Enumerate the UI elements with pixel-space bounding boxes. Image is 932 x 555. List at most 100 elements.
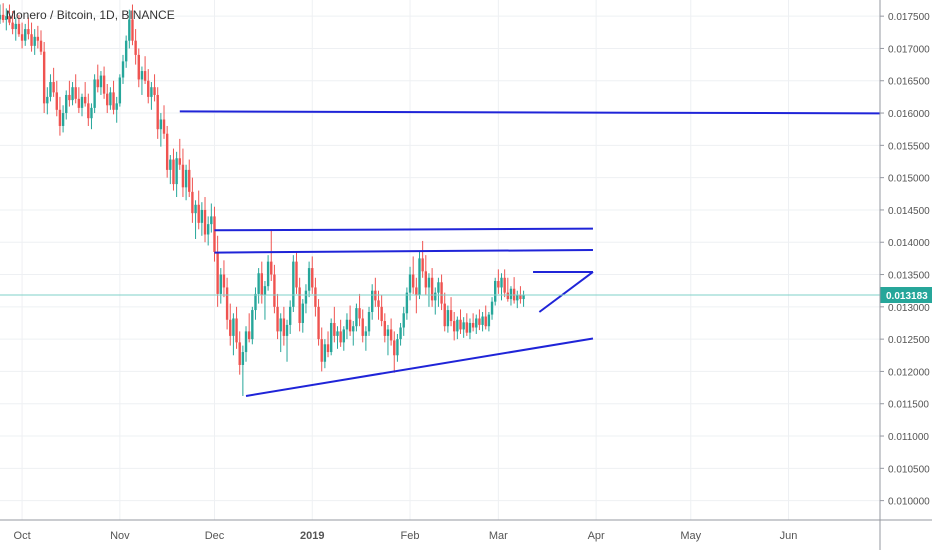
candle bbox=[115, 96, 118, 123]
candle bbox=[225, 277, 229, 330]
candle bbox=[263, 280, 267, 320]
candle-body bbox=[5, 16, 8, 21]
candle bbox=[134, 29, 137, 65]
candle-body bbox=[27, 29, 30, 35]
candle-body bbox=[393, 340, 396, 356]
candle-body bbox=[232, 318, 235, 336]
candle bbox=[411, 256, 415, 294]
candle-body bbox=[487, 314, 491, 327]
candle-body bbox=[172, 159, 175, 185]
candle-body bbox=[42, 51, 46, 104]
candle bbox=[124, 35, 128, 68]
candle-body bbox=[222, 274, 226, 288]
candle bbox=[61, 105, 65, 133]
candle bbox=[367, 306, 371, 336]
candle bbox=[77, 87, 81, 114]
candle-body bbox=[197, 204, 200, 223]
candle-body bbox=[437, 282, 440, 293]
candle-body bbox=[30, 34, 33, 46]
candle bbox=[140, 66, 144, 95]
candle bbox=[219, 268, 222, 304]
candle-body bbox=[339, 331, 342, 343]
candle bbox=[106, 83, 109, 114]
y-tick-label: 0.010500 bbox=[888, 464, 930, 475]
y-tick-label: 0.016500 bbox=[888, 77, 930, 88]
trendline bbox=[214, 248, 593, 254]
candle bbox=[279, 313, 282, 353]
candle-body bbox=[345, 319, 349, 330]
candle-body bbox=[276, 306, 279, 332]
candle-body bbox=[452, 321, 456, 332]
candle-body bbox=[311, 268, 314, 288]
candle bbox=[175, 151, 178, 198]
candle-body bbox=[415, 287, 418, 296]
candle bbox=[311, 256, 314, 294]
candle-body bbox=[61, 113, 65, 126]
candle bbox=[33, 29, 36, 55]
candle-body bbox=[386, 329, 390, 336]
candle-body bbox=[503, 277, 506, 293]
candle-body bbox=[106, 93, 109, 106]
candle bbox=[506, 277, 510, 302]
candle-body bbox=[115, 103, 118, 110]
candle bbox=[288, 300, 292, 334]
candle-body bbox=[184, 169, 188, 188]
candle-body bbox=[484, 316, 487, 327]
candle-body bbox=[273, 274, 276, 307]
candle-body bbox=[506, 292, 510, 300]
trendline bbox=[214, 227, 593, 232]
candle bbox=[39, 30, 43, 55]
candle-body bbox=[317, 306, 320, 340]
candle bbox=[80, 93, 84, 117]
candle bbox=[352, 321, 355, 346]
x-tick-label: Dec bbox=[205, 530, 225, 542]
candle bbox=[153, 74, 156, 102]
candle-body bbox=[509, 288, 513, 300]
candle-body bbox=[329, 322, 333, 353]
candle-body bbox=[121, 61, 125, 78]
x-tick-label: May bbox=[680, 530, 701, 542]
candle bbox=[468, 318, 472, 340]
candle-body bbox=[175, 158, 178, 185]
candle-body bbox=[374, 290, 377, 301]
candle bbox=[203, 197, 207, 243]
candle bbox=[430, 268, 434, 307]
candle-body bbox=[266, 261, 270, 287]
candle bbox=[326, 331, 330, 358]
candle-body bbox=[481, 316, 484, 325]
candle-body bbox=[162, 119, 166, 134]
candle-body bbox=[14, 23, 17, 30]
candle bbox=[475, 314, 478, 334]
candle bbox=[74, 74, 77, 104]
candle-body bbox=[326, 344, 330, 353]
candle bbox=[241, 345, 245, 396]
candle-body bbox=[263, 286, 267, 296]
trendlines bbox=[179, 110, 881, 397]
candle-body bbox=[361, 318, 364, 336]
candle-body bbox=[352, 326, 355, 332]
candle-body bbox=[131, 19, 134, 41]
candle bbox=[156, 87, 159, 139]
candle bbox=[405, 287, 409, 320]
candle bbox=[402, 306, 405, 336]
candle bbox=[162, 105, 166, 139]
candle-body bbox=[203, 209, 207, 235]
last-price-label: 0.013183 bbox=[886, 291, 928, 302]
candle-body bbox=[247, 331, 251, 340]
candle-body bbox=[178, 158, 181, 165]
candle bbox=[131, 4, 134, 46]
candle-body bbox=[355, 308, 358, 327]
candle-body bbox=[490, 301, 494, 315]
candle bbox=[49, 74, 52, 102]
candle-body bbox=[304, 290, 308, 304]
candle-body bbox=[225, 287, 229, 320]
candle bbox=[320, 327, 323, 372]
candle-body bbox=[143, 71, 147, 81]
candle bbox=[260, 261, 263, 304]
candle-body bbox=[519, 295, 522, 300]
candle bbox=[348, 305, 352, 336]
x-tick-label: Feb bbox=[401, 530, 420, 542]
candle-body bbox=[55, 92, 58, 110]
candle-body bbox=[153, 87, 156, 95]
candle bbox=[487, 312, 491, 332]
